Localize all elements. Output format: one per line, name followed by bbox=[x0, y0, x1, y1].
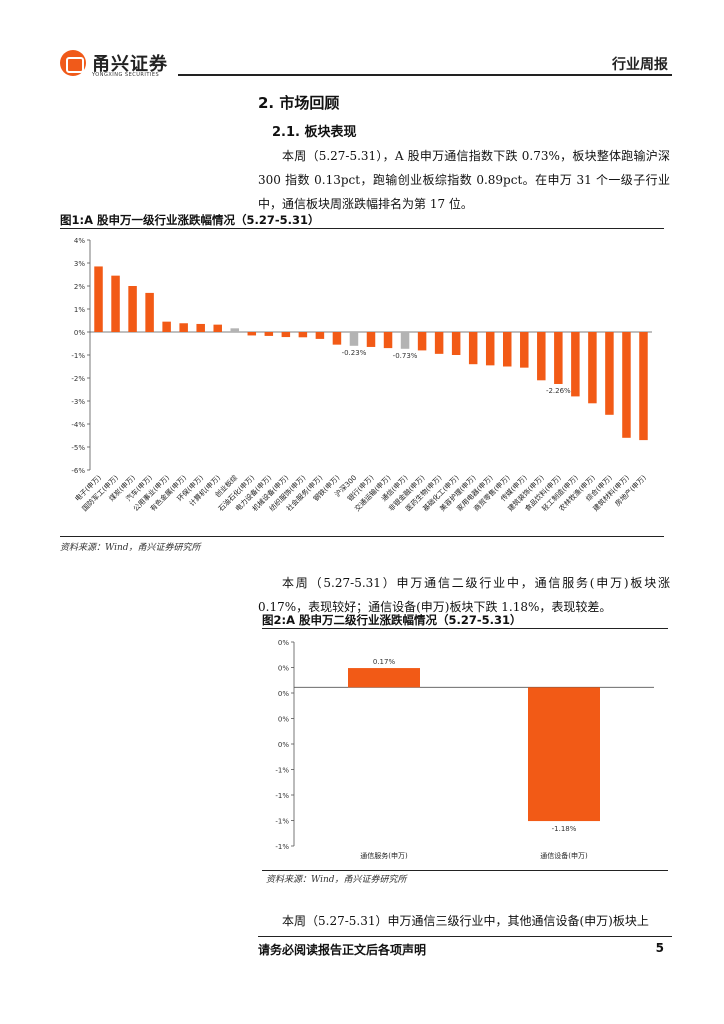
figure2-chart: 0% 0% 0% 0% 0% -1% -1% -1% -1% 0.17% 通信服务(申万) -1.18… bbox=[275, 639, 654, 860]
y-tick-label: 0% bbox=[278, 639, 289, 647]
bar-9 bbox=[230, 328, 240, 332]
y-tick-label: -1% bbox=[275, 792, 289, 800]
bar-data-label: -1.18% bbox=[552, 825, 577, 833]
bar-31 bbox=[605, 332, 614, 415]
bar-data-label: 0.17% bbox=[373, 658, 396, 666]
figure2-title: 图2:A 股申万二级行业涨跌幅情况（5.27-5.31） bbox=[262, 613, 522, 627]
bar-2 bbox=[528, 687, 600, 822]
bar-32 bbox=[622, 332, 631, 438]
figure2-top-rule bbox=[262, 628, 668, 629]
figure1-title: 图1:A 股申万一级行业涨跌幅情况（5.27-5.31） bbox=[60, 213, 320, 227]
report-type: 行业周报 bbox=[612, 57, 668, 73]
y-tick-label: 1% bbox=[74, 306, 85, 314]
bar-8 bbox=[213, 324, 222, 332]
figure1-bottom-rule bbox=[60, 536, 664, 537]
bar-29 bbox=[571, 332, 580, 397]
x-category-label: 通信设备(申万) bbox=[540, 851, 588, 860]
bar-1 bbox=[94, 266, 103, 332]
section-heading: 2. 市场回顾 bbox=[258, 94, 340, 112]
y-tick-label: -1% bbox=[71, 352, 85, 360]
y-tick-label: 0% bbox=[278, 665, 289, 673]
logo-icon bbox=[60, 50, 86, 76]
y-tick-label: -1% bbox=[275, 818, 289, 826]
bar-14 bbox=[315, 332, 325, 339]
y-tick-label: -2% bbox=[71, 375, 85, 383]
figure2-source: 资料来源：Wind，甬兴证券研究所 bbox=[266, 875, 407, 885]
bar-24 bbox=[485, 332, 495, 366]
bar-21 bbox=[434, 332, 444, 354]
paragraph-3: 本周（5.27-5.31）申万通信三级行业中，其他通信设备(申万)板块上 bbox=[282, 914, 649, 928]
bar-5 bbox=[162, 321, 171, 332]
bar-data-label: -0.23% bbox=[342, 349, 367, 357]
figure2-bottom-rule bbox=[262, 870, 668, 871]
footer-disclaimer: 请务必阅读报告正文后各项声明 bbox=[258, 943, 427, 957]
bar-26 bbox=[520, 332, 529, 368]
y-tick-label: -3% bbox=[71, 398, 85, 406]
bar-1 bbox=[348, 668, 420, 688]
x-category-label: 通信服务(申万) bbox=[360, 851, 408, 860]
subsection-heading: 2.1. 板块表现 bbox=[272, 125, 357, 140]
bar-22 bbox=[451, 332, 461, 355]
y-tick-label: 4% bbox=[74, 237, 85, 245]
y-tick-label: -1% bbox=[275, 767, 289, 775]
bar-6 bbox=[179, 323, 188, 332]
bar-19 bbox=[400, 332, 410, 349]
header-divider bbox=[178, 74, 672, 76]
y-tick-label: 0% bbox=[74, 329, 85, 337]
bar-20 bbox=[417, 332, 427, 351]
logo-english-name: YONGXING SECURITIES bbox=[92, 72, 160, 78]
bar-18 bbox=[383, 332, 393, 349]
figure1-source: 资料来源：Wind，甬兴证券研究所 bbox=[60, 543, 201, 553]
bar-23 bbox=[468, 332, 478, 365]
bar-data-label: -2.26% bbox=[546, 387, 571, 395]
bar-27 bbox=[537, 332, 546, 381]
y-tick-label: -6% bbox=[71, 467, 85, 475]
y-tick-label: -1% bbox=[275, 843, 289, 851]
bar-13 bbox=[298, 332, 308, 338]
bar-3 bbox=[128, 286, 137, 332]
y-tick-label: 2% bbox=[74, 283, 85, 291]
bar-30 bbox=[588, 332, 597, 404]
bar-7 bbox=[196, 323, 205, 332]
bar-12 bbox=[281, 332, 291, 338]
bar-11 bbox=[264, 332, 274, 336]
paragraph-2: 本周（5.27-5.31）申万通信二级行业中，通信服务(申万)板块涨 0.17%… bbox=[258, 576, 670, 614]
y-tick-label: 0% bbox=[278, 741, 289, 749]
company-logo: 甬兴证券 YONGXING SECURITIES bbox=[60, 48, 178, 80]
y-tick-label: 0% bbox=[278, 690, 289, 698]
figure1-chart: 4%3%2%1%0%-1%-2%-3%-4%-5%-6%电子(申万)国防军工(申… bbox=[71, 237, 652, 513]
bar-17 bbox=[366, 332, 376, 347]
figure1-top-rule bbox=[60, 228, 664, 229]
page-number: 5 bbox=[655, 941, 664, 955]
bar-16 bbox=[349, 332, 359, 346]
bar-28 bbox=[554, 332, 563, 384]
y-tick-label: 0% bbox=[278, 716, 289, 724]
bar-15 bbox=[332, 332, 342, 345]
bar-33 bbox=[639, 332, 648, 441]
y-tick-label: -5% bbox=[71, 444, 85, 452]
bar-4 bbox=[145, 292, 154, 332]
footer-divider bbox=[258, 936, 672, 937]
bar-data-label: -0.73% bbox=[393, 352, 418, 360]
y-tick-label: -4% bbox=[71, 421, 85, 429]
bar-2 bbox=[111, 275, 120, 332]
y-tick-label: 3% bbox=[74, 260, 85, 268]
bar-10 bbox=[247, 332, 257, 336]
paragraph-1: 本周（5.27-5.31），A 股申万通信指数下跌 0.73%，板块整体跑输沪深… bbox=[258, 149, 670, 211]
bar-25 bbox=[502, 332, 512, 367]
logo-name: 甬兴证券 bbox=[92, 54, 168, 75]
